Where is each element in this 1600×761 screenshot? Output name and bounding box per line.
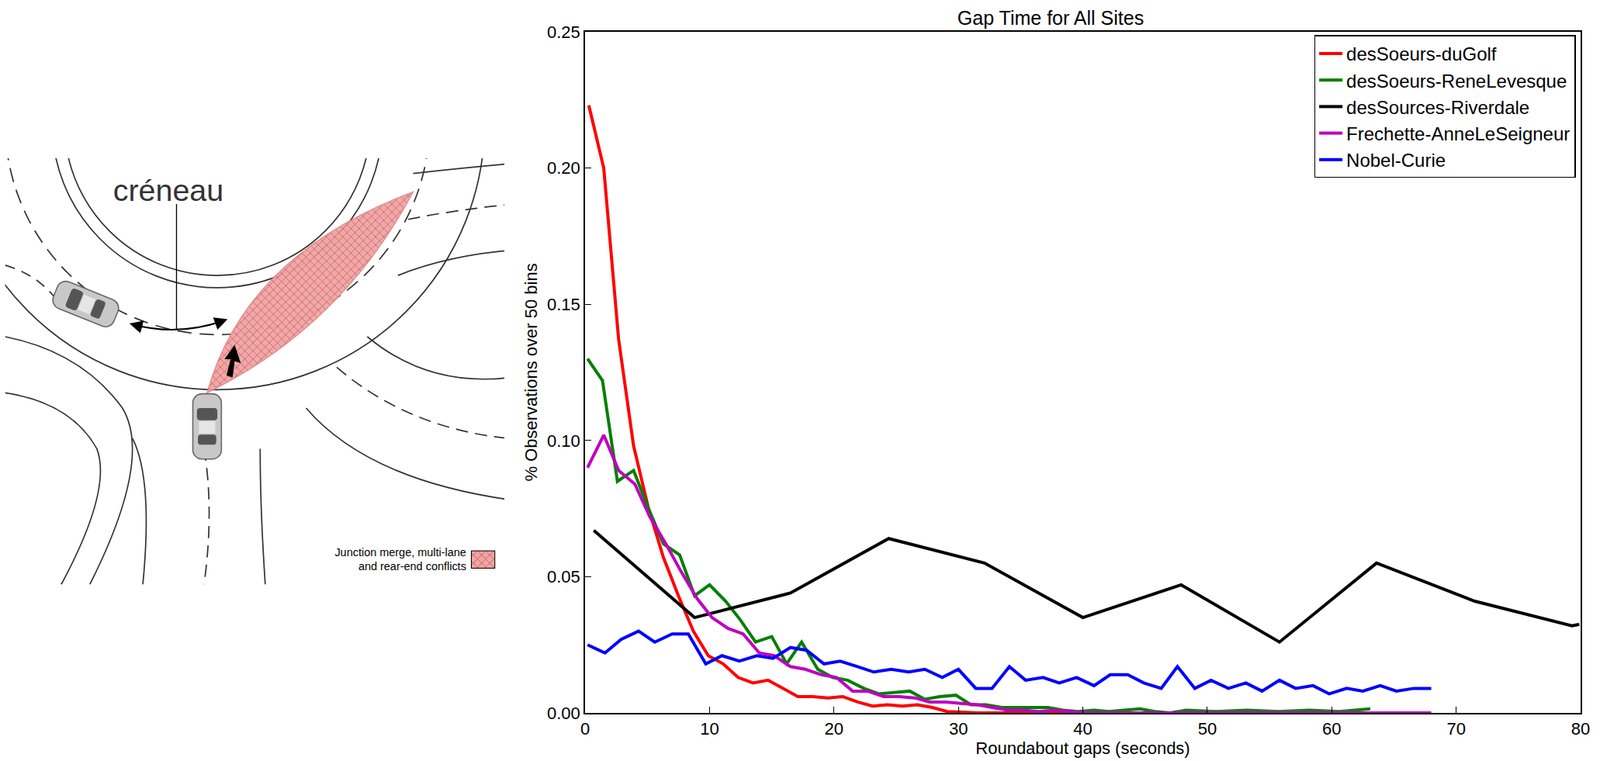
svg-text:0.15: 0.15: [547, 294, 581, 315]
svg-text:Nobel-Curie: Nobel-Curie: [1346, 149, 1446, 171]
svg-text:créneau: créneau: [113, 173, 225, 208]
svg-text:0.05: 0.05: [547, 567, 581, 587]
svg-text:Gap Time for All Sites: Gap Time for All Sites: [957, 6, 1144, 29]
svg-text:desSources-Riverdale: desSources-Riverdale: [1346, 96, 1530, 118]
svg-text:30: 30: [948, 719, 968, 739]
svg-text:Junction merge, multi-lane: Junction merge, multi-lane: [334, 546, 467, 559]
svg-text:desSoeurs-duGolf: desSoeurs-duGolf: [1346, 43, 1497, 65]
svg-text:0: 0: [580, 719, 590, 739]
svg-text:0.20: 0.20: [547, 158, 581, 178]
svg-text:Roundabout gaps (seconds): Roundabout gaps (seconds): [975, 738, 1190, 759]
svg-text:0.10: 0.10: [547, 431, 581, 451]
svg-text:20: 20: [824, 719, 844, 739]
svg-text:60: 60: [1322, 719, 1341, 739]
svg-text:50: 50: [1198, 719, 1217, 739]
svg-text:Frechette-AnneLeSeigneur: Frechette-AnneLeSeigneur: [1346, 123, 1570, 145]
svg-text:% Observations over 50 bins: % Observations over 50 bins: [521, 263, 541, 482]
svg-text:0.25: 0.25: [547, 22, 581, 42]
svg-text:40: 40: [1073, 719, 1092, 739]
svg-text:80: 80: [1571, 719, 1590, 739]
svg-text:70: 70: [1446, 719, 1465, 739]
svg-text:and rear-end conflicts: and rear-end conflicts: [358, 560, 467, 573]
svg-text:desSoeurs-ReneLevesque: desSoeurs-ReneLevesque: [1346, 70, 1567, 92]
svg-text:10: 10: [699, 719, 719, 739]
svg-text:0.00: 0.00: [547, 703, 581, 724]
